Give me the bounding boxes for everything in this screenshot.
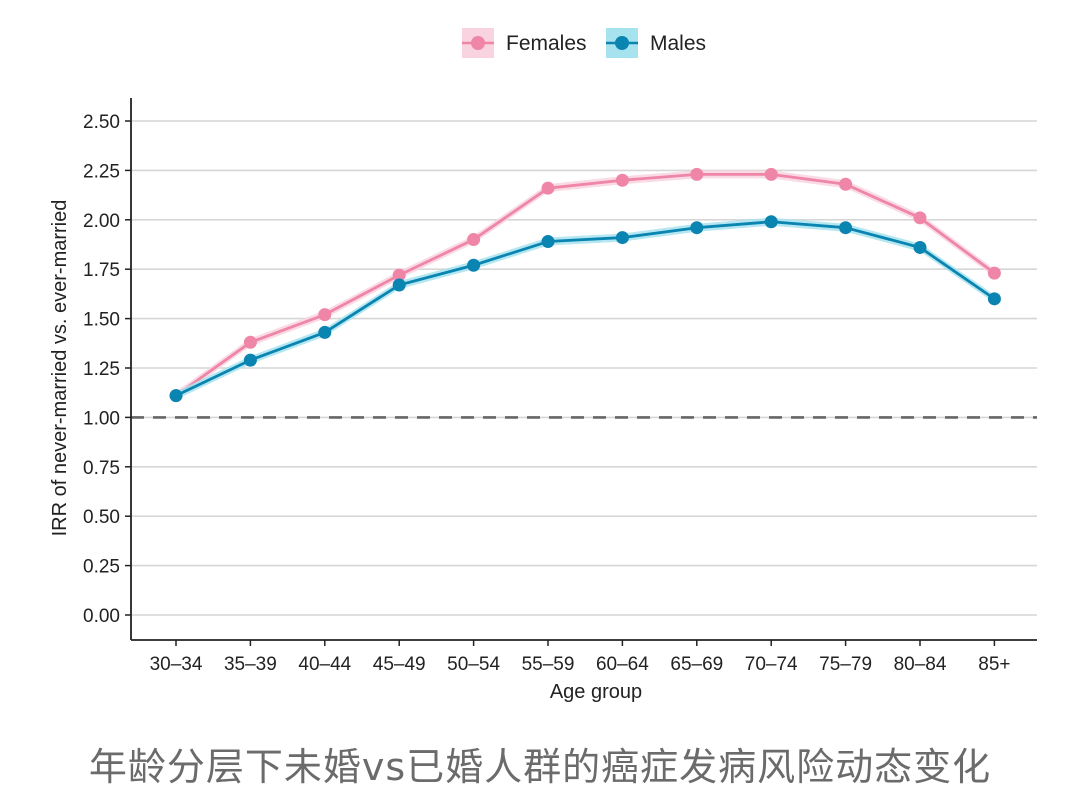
- series-band: [176, 170, 995, 400]
- data-point: [541, 235, 555, 249]
- x-tick-label: 65–69: [670, 654, 723, 675]
- x-tick-label: 45–49: [373, 654, 426, 675]
- caption: 年龄分层下未婚vs已婚人群的癌症发病风险动态变化: [88, 745, 992, 789]
- data-point: [690, 221, 704, 235]
- x-tick-label: 60–64: [596, 654, 649, 675]
- data-point: [467, 258, 481, 272]
- data-point: [243, 353, 257, 367]
- data-point: [615, 231, 629, 245]
- y-tick-label: 2.25: [83, 161, 120, 182]
- legend-item-males: Males: [606, 28, 706, 58]
- series-band: [176, 217, 995, 400]
- y-tick-label: 0.50: [83, 507, 120, 528]
- series-line: [175, 172, 996, 397]
- x-axis-ticks: 30–34 35–39 40–44 45–49 50–54 55–59 60–64 65–69…: [150, 640, 1011, 675]
- y-tick-label: 1.25: [83, 359, 120, 380]
- axes: [130, 98, 1037, 641]
- data-point: [987, 292, 1001, 306]
- series-line: [175, 220, 996, 397]
- data-point: [839, 221, 853, 235]
- data-point: [615, 173, 629, 187]
- y-tick-label: 1.00: [83, 408, 120, 429]
- x-tick-label: 35–39: [224, 654, 277, 675]
- x-axis-title: Age group: [550, 681, 642, 703]
- legend-item-females: Females: [462, 28, 587, 58]
- y-tick-label: 1.50: [83, 310, 120, 331]
- data-point: [318, 325, 332, 339]
- data-point: [764, 167, 778, 181]
- data-point: [913, 240, 927, 254]
- data-point: [243, 335, 257, 349]
- data-point: [764, 215, 778, 229]
- y-tick-label: 2.50: [83, 112, 120, 133]
- y-tick-label: 1.75: [83, 260, 120, 281]
- data-point: [541, 181, 555, 195]
- x-tick-label: 55–59: [522, 654, 575, 675]
- data-point: [987, 266, 1001, 280]
- data-point: [839, 177, 853, 191]
- y-axis-ticks: 0.00 0.25 0.50 0.75 1.00 1.25 1.50 1.75 2.00 2.25…: [83, 112, 131, 627]
- x-tick-label: 75–79: [819, 654, 872, 675]
- y-tick-label: 0.75: [83, 458, 120, 479]
- y-tick-label: 2.00: [83, 211, 120, 232]
- x-tick-label: 50–54: [447, 654, 500, 675]
- legend: Females Males: [462, 28, 706, 58]
- x-tick-label: 80–84: [894, 654, 947, 675]
- data-point: [467, 233, 481, 247]
- data-point: [318, 308, 332, 322]
- data-point: [690, 167, 704, 181]
- x-tick-label: 30–34: [150, 654, 203, 675]
- data-point: [392, 268, 406, 282]
- x-tick-label: 70–74: [745, 654, 798, 675]
- legend-key-marker: [471, 36, 485, 50]
- data-point: [913, 211, 927, 225]
- legend-label: Males: [650, 32, 706, 55]
- grid-lines: [131, 120, 1037, 616]
- data-point: [169, 389, 183, 403]
- y-tick-label: 0.25: [83, 557, 120, 578]
- y-tick-label: 0.00: [83, 606, 120, 627]
- legend-label: Females: [506, 32, 587, 55]
- chart: Females Males 0.00 0.25 0.50 0.75 1.00 1.25 1.5…: [49, 28, 1037, 703]
- y-axis-title: IRR of never-married vs. ever-married: [49, 200, 71, 537]
- data-point: [392, 278, 406, 292]
- series-females: [169, 167, 1001, 403]
- series-layer: [169, 167, 1001, 403]
- x-tick-label: 85+: [978, 654, 1010, 675]
- x-tick-label: 40–44: [298, 654, 351, 675]
- series-males: [169, 215, 1001, 403]
- legend-key-marker: [615, 36, 629, 50]
